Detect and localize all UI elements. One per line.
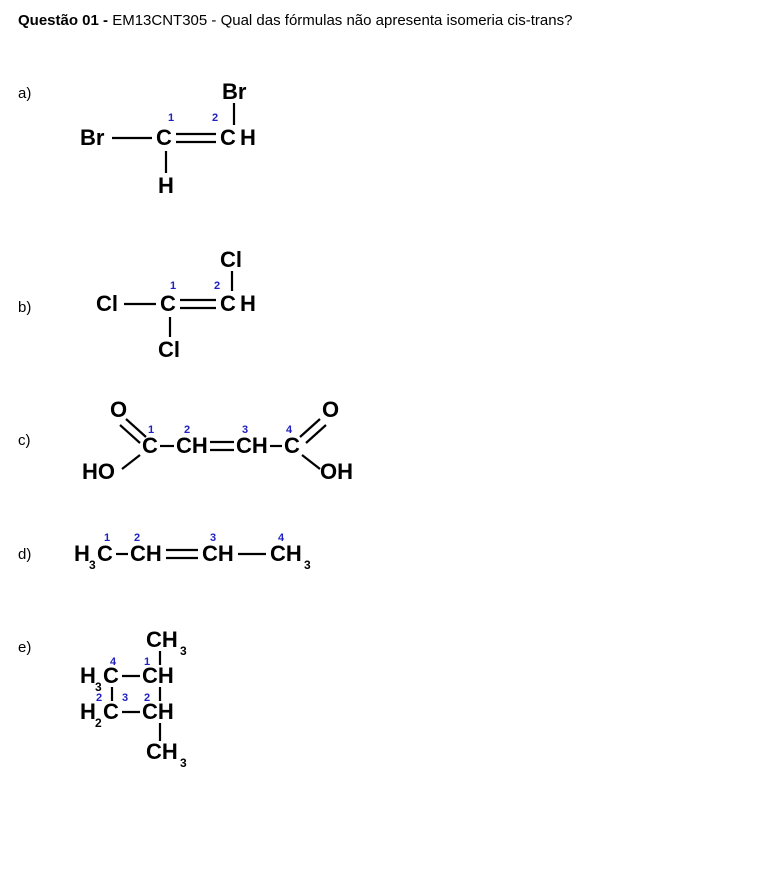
atom-ch: CH (270, 541, 302, 566)
atom-ch: CH (130, 541, 162, 566)
atom-ch: CH (176, 433, 208, 458)
atom-c: C (160, 291, 176, 316)
question-title: Questão 01 - EM13CNT305 - Qual das fórmu… (18, 12, 760, 29)
atom-h: H (80, 699, 96, 724)
atom-cl: Cl (220, 247, 242, 272)
sub-3: 3 (304, 558, 311, 572)
atom-ch: CH (142, 663, 174, 688)
formula-a: Br 1 2 Br C C H H (72, 77, 282, 207)
atom-o: O (110, 397, 127, 422)
sub-3: 3 (89, 558, 96, 572)
num-2: 2 (212, 112, 218, 124)
option-e-label: e) (18, 629, 52, 656)
atom-h: H (240, 291, 256, 316)
atom-o: O (322, 397, 339, 422)
atom-ch: CH (146, 739, 178, 764)
atom-h: H (158, 173, 174, 198)
atom-h: H (74, 541, 90, 566)
sub-3: 3 (180, 644, 187, 658)
atom-c: C (103, 663, 119, 688)
formula-b: Cl 1 2 Cl C C H Cl (92, 247, 292, 367)
atom-h: H (240, 125, 256, 150)
atom-cl: Cl (96, 291, 118, 316)
atom-c: C (103, 699, 119, 724)
option-b-label: b) (18, 299, 52, 316)
num-2: 2 (96, 692, 102, 704)
formula-c: O 1 2 3 4 C CH CH C (76, 397, 366, 483)
sub-3: 3 (180, 756, 187, 770)
atom-c: C (220, 125, 236, 150)
atom-h: H (80, 663, 96, 688)
atom-c: C (156, 125, 172, 150)
title-prefix: Questão 01 - (18, 12, 112, 29)
formula-d: 1 2 3 4 H 3 C CH CH CH 3 (70, 527, 350, 581)
atom-ch: CH (146, 629, 178, 652)
atom-ch: CH (202, 541, 234, 566)
option-a-label: a) (18, 77, 52, 102)
title-code: EM13CNT305 (112, 12, 207, 29)
atom-ho: HO (82, 459, 115, 483)
atom-c: C (284, 433, 300, 458)
num-3: 3 (122, 692, 128, 704)
formula-e: CH 3 4 1 H 3 C CH 2 3 2 H 2 C CH (76, 629, 246, 789)
atom-cl: Cl (158, 337, 180, 362)
atom-c: C (97, 541, 113, 566)
title-suffix: - Qual das fórmulas não apresenta isomer… (207, 12, 572, 29)
bond-icon (122, 455, 140, 469)
option-d-label: d) (18, 546, 52, 563)
atom-oh: OH (320, 459, 353, 483)
atom-ch: CH (236, 433, 268, 458)
atom-ch: CH (142, 699, 174, 724)
sub-2: 2 (95, 716, 102, 730)
bond-icon (302, 455, 320, 469)
atom-br: Br (80, 125, 105, 150)
atom-c: C (142, 433, 158, 458)
atom-c: C (220, 291, 236, 316)
num-1: 1 (168, 112, 174, 124)
atom-br: Br (222, 79, 247, 104)
option-c-label: c) (18, 432, 52, 449)
